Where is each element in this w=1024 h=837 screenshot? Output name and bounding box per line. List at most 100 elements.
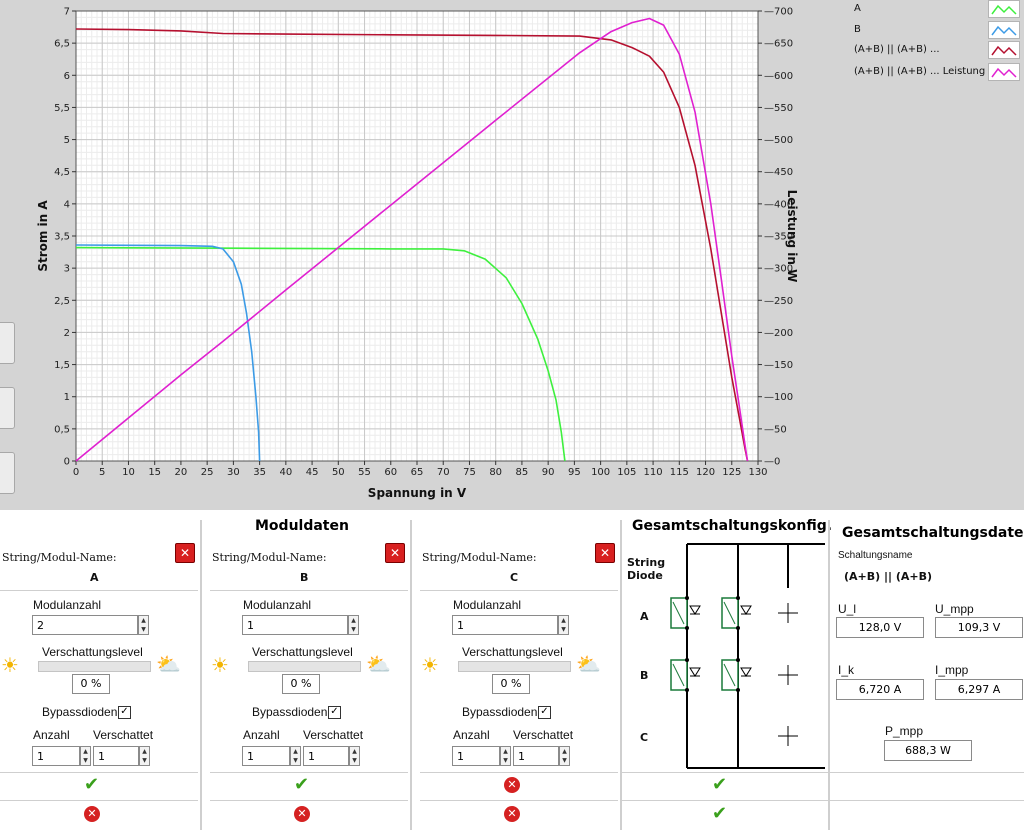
x-tick-label: 25 [201,467,214,478]
sun-icon: ☀ [421,653,439,677]
p-mpp-value: 688,3 W [884,740,972,761]
gesamtdaten-title: Gesamtschaltungsdaten [842,525,1024,541]
schaltungsname-value: (A+B) || (A+B) [844,570,933,583]
legend-item-ab[interactable]: (A+B) || (A+B) ... [848,41,1024,59]
modulanzahl-label: Modulanzahl [33,598,102,612]
y2-tick-label: —500 [764,135,793,146]
anzahl-input[interactable]: 1 [452,746,500,766]
bypass-checkbox[interactable]: ✓ [538,706,551,719]
x-tick-label: 20 [175,467,188,478]
legend-swatch-icon [988,0,1020,18]
y-tick-label: 2,5 [54,296,70,307]
anzahl-input[interactable]: 1 [242,746,290,766]
side-tab-2[interactable] [0,387,15,429]
legend-item-a[interactable]: A [848,0,1024,18]
separator [0,800,198,801]
verschattet-input[interactable]: 1 [93,746,139,766]
circuit-diagram[interactable] [660,540,830,775]
modulanzahl-input[interactable]: 1 [242,615,348,635]
x-tick-label: 70 [437,467,450,478]
u-mpp-value: 109,3 V [935,617,1023,638]
legend-item-ab-power[interactable]: (A+B) || (A+B) ... Leistung [848,63,1024,81]
x-tick-label: 65 [411,467,424,478]
separator [622,772,828,773]
x-tick-label: 100 [591,467,610,478]
verschattet-stepper[interactable]: ▲ ▼ [139,746,150,766]
cloud-icon: ⛅ [366,652,391,676]
series-line-3 [75,17,749,462]
anzahl-stepper[interactable]: ▲ ▼ [500,746,511,766]
u-l-label: U_l [838,602,857,616]
bypass-label: Bypassdioden [462,705,538,719]
remove-module-button[interactable]: ✕ [385,543,405,563]
iv-chart: 0 5 10 15 20 25 30 35 40 45 50 55 60 65 70 75 80 85 90 95 10… [36,7,799,501]
y-tick-label: 5 [64,135,70,146]
x-tick-label: 75 [463,467,476,478]
remove-module-button[interactable]: ✕ [595,543,615,563]
anzahl-label: Anzahl [453,728,490,742]
modulanzahl-stepper[interactable]: ▲ ▼ [558,615,569,635]
anzahl-stepper[interactable]: ▲ ▼ [80,746,91,766]
verschattet-input[interactable]: 1 [513,746,559,766]
bypass-label: Bypassdioden [42,705,118,719]
divider [200,520,202,830]
cloud-icon: ⛅ [576,652,601,676]
y2-tick-label: —350 [764,232,793,243]
status-ok-icon: ✔ [84,774,100,795]
pv-cell-icon [721,596,752,630]
verschattung-slider[interactable] [38,661,151,672]
modulanzahl-stepper[interactable]: ▲ ▼ [348,615,359,635]
u-mpp-label: U_mpp [935,602,974,616]
i-mpp-value: 6,297 A [935,679,1023,700]
x-tick-label: 10 [122,467,135,478]
i-k-label: I_k [838,663,855,677]
y-axis-label: Strom in A [36,200,50,272]
anzahl-stepper[interactable]: ▲ ▼ [290,746,301,766]
side-tab-3[interactable] [0,452,15,494]
name-label: String/Modul-Name: [2,551,117,564]
legend-item-b[interactable]: B [848,21,1024,39]
x-tick-label: 0 [73,467,79,478]
legend-label: (A+B) || (A+B) ... Leistung [854,66,986,77]
anzahl-label: Anzahl [33,728,70,742]
name-label: String/Modul-Name: [212,551,327,564]
modulanzahl-input[interactable]: 2 [32,615,138,635]
series-line-0 [75,246,566,462]
separator [420,772,618,773]
series-line-1 [75,244,261,462]
divider [828,520,830,830]
y-tick-label: 1 [64,392,70,403]
x-tick-label: 40 [279,467,292,478]
x-tick-label: 45 [306,467,319,478]
side-tab-1[interactable] [0,322,15,364]
status-error-icon: ✕ [84,806,100,822]
divider [410,520,412,830]
separator [210,772,408,773]
modulanzahl-stepper[interactable]: ▲ ▼ [138,615,149,635]
verschattet-input[interactable]: 1 [303,746,349,766]
row-label-c: C [640,731,649,744]
verschattet-stepper[interactable]: ▲ ▼ [349,746,360,766]
verschattet-stepper[interactable]: ▲ ▼ [559,746,570,766]
x-tick-label: 55 [358,467,371,478]
chart-area: 0 5 10 15 20 25 30 35 40 45 50 55 60 65 70 75 80 85 90 95 10… [0,0,1024,510]
legend-swatch-icon [988,63,1020,81]
remove-module-button[interactable]: ✕ [175,543,195,563]
x-tick-label: 95 [568,467,581,478]
y-tick-label: 3,5 [54,232,70,243]
x-tick-label: 125 [722,467,741,478]
modulanzahl-input[interactable]: 1 [452,615,558,635]
separator [622,800,828,801]
status-ok-icon: ✔ [294,774,310,795]
x-tick-label: 30 [227,467,240,478]
verschattung-slider[interactable] [458,661,571,672]
y2-tick-label: —700 [764,7,793,18]
x-tick-label: 85 [516,467,529,478]
bypass-checkbox[interactable]: ✓ [328,706,341,719]
anzahl-input[interactable]: 1 [32,746,80,766]
bypass-checkbox[interactable]: ✓ [118,706,131,719]
verschattung-slider[interactable] [248,661,361,672]
x-tick-label: 35 [253,467,266,478]
verschattung-value: 0 % [72,674,110,694]
verschattung-label: Verschattungslevel [42,645,143,659]
